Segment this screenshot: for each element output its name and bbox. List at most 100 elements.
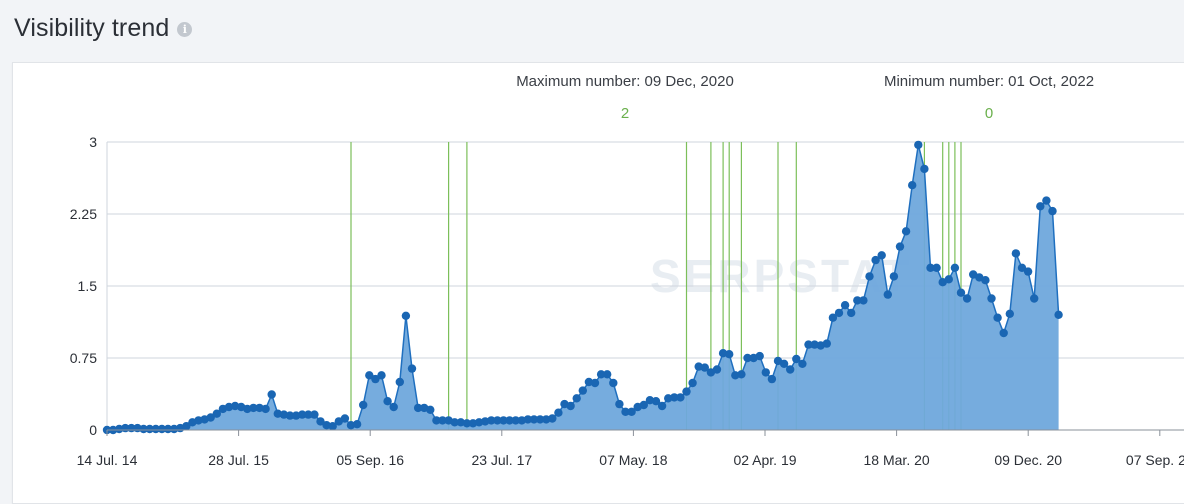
data-point[interactable]	[383, 397, 392, 406]
data-point[interactable]	[535, 415, 545, 424]
data-point[interactable]	[523, 415, 533, 424]
data-point[interactable]	[621, 407, 630, 416]
data-point[interactable]	[786, 365, 795, 374]
data-point[interactable]	[700, 363, 709, 372]
data-point[interactable]	[548, 414, 557, 423]
data-point[interactable]	[426, 405, 435, 414]
data-point[interactable]	[914, 140, 923, 150]
data-point[interactable]	[901, 227, 911, 236]
data-point[interactable]	[145, 424, 154, 434]
data-point[interactable]	[755, 351, 764, 361]
data-point[interactable]	[511, 416, 520, 425]
data-point[interactable]	[767, 374, 777, 384]
data-point[interactable]	[865, 272, 874, 281]
data-point[interactable]	[395, 377, 404, 387]
data-point[interactable]	[889, 272, 899, 281]
data-point[interactable]	[310, 410, 319, 419]
data-point[interactable]	[603, 370, 612, 379]
data-point[interactable]	[822, 339, 831, 348]
data-point[interactable]	[1017, 263, 1027, 272]
data-point[interactable]	[298, 410, 307, 419]
data-point[interactable]	[267, 390, 276, 399]
data-point[interactable]	[834, 308, 844, 318]
data-point[interactable]	[462, 419, 472, 428]
data-point[interactable]	[609, 378, 618, 388]
data-point[interactable]	[908, 181, 917, 190]
data-point[interactable]	[1048, 206, 1057, 216]
data-point[interactable]	[578, 386, 587, 395]
data-point[interactable]	[413, 403, 423, 413]
data-point[interactable]	[377, 371, 386, 380]
data-point[interactable]	[401, 311, 411, 320]
data-point[interactable]	[920, 164, 929, 174]
data-point[interactable]	[828, 313, 838, 322]
data-point[interactable]	[688, 378, 697, 388]
data-point[interactable]	[926, 263, 935, 272]
data-point[interactable]	[853, 296, 862, 305]
data-point[interactable]	[438, 416, 447, 425]
data-point[interactable]	[157, 424, 167, 434]
data-point[interactable]	[798, 359, 807, 368]
data-point[interactable]	[1054, 310, 1063, 319]
data-point[interactable]	[847, 308, 856, 318]
data-point[interactable]	[792, 354, 801, 364]
data-point[interactable]	[712, 365, 722, 374]
data-point[interactable]	[981, 276, 990, 285]
data-point[interactable]	[493, 416, 502, 425]
data-point[interactable]	[676, 393, 685, 402]
data-point[interactable]	[566, 401, 575, 411]
data-point[interactable]	[212, 409, 221, 418]
data-point[interactable]	[615, 399, 624, 409]
data-point[interactable]	[987, 294, 996, 303]
info-icon[interactable]: i	[177, 22, 193, 37]
data-point[interactable]	[627, 407, 636, 416]
data-point[interactable]	[1011, 249, 1021, 258]
data-point[interactable]	[206, 413, 215, 422]
data-point[interactable]	[804, 340, 813, 349]
data-point[interactable]	[316, 417, 325, 426]
data-point[interactable]	[682, 387, 691, 396]
data-point[interactable]	[163, 424, 173, 434]
data-point[interactable]	[1042, 196, 1051, 205]
data-point[interactable]	[328, 422, 337, 431]
data-point[interactable]	[944, 275, 953, 284]
data-point[interactable]	[304, 410, 313, 419]
data-point[interactable]	[249, 403, 258, 413]
data-point[interactable]	[365, 371, 374, 380]
data-point[interactable]	[505, 416, 514, 425]
data-point[interactable]	[499, 416, 508, 425]
data-point[interactable]	[1030, 294, 1039, 303]
data-point[interactable]	[877, 251, 886, 260]
data-point[interactable]	[932, 263, 941, 272]
data-point[interactable]	[139, 424, 148, 434]
data-point[interactable]	[670, 393, 679, 402]
data-point[interactable]	[725, 350, 734, 359]
data-point[interactable]	[1023, 267, 1033, 276]
data-point[interactable]	[779, 359, 789, 368]
data-point[interactable]	[432, 416, 441, 425]
data-point[interactable]	[743, 353, 752, 363]
data-point[interactable]	[761, 368, 770, 377]
data-point[interactable]	[1036, 202, 1045, 211]
data-point[interactable]	[371, 374, 380, 384]
data-point[interactable]	[151, 424, 160, 434]
data-point[interactable]	[285, 411, 295, 420]
data-point[interactable]	[590, 378, 600, 388]
data-point[interactable]	[859, 296, 868, 305]
data-point[interactable]	[962, 294, 972, 303]
data-point[interactable]	[389, 402, 398, 412]
data-point[interactable]	[340, 414, 350, 423]
data-point[interactable]	[651, 397, 661, 406]
data-point[interactable]	[487, 416, 496, 425]
data-point[interactable]	[737, 370, 746, 379]
data-point[interactable]	[657, 401, 667, 411]
data-point[interactable]	[596, 370, 606, 379]
data-point[interactable]	[950, 263, 960, 272]
data-point[interactable]	[352, 420, 362, 429]
data-point[interactable]	[871, 255, 880, 265]
data-point[interactable]	[993, 313, 1002, 322]
data-point[interactable]	[529, 415, 539, 424]
data-point[interactable]	[554, 408, 563, 417]
data-point[interactable]	[359, 400, 368, 410]
data-point[interactable]	[261, 404, 270, 414]
